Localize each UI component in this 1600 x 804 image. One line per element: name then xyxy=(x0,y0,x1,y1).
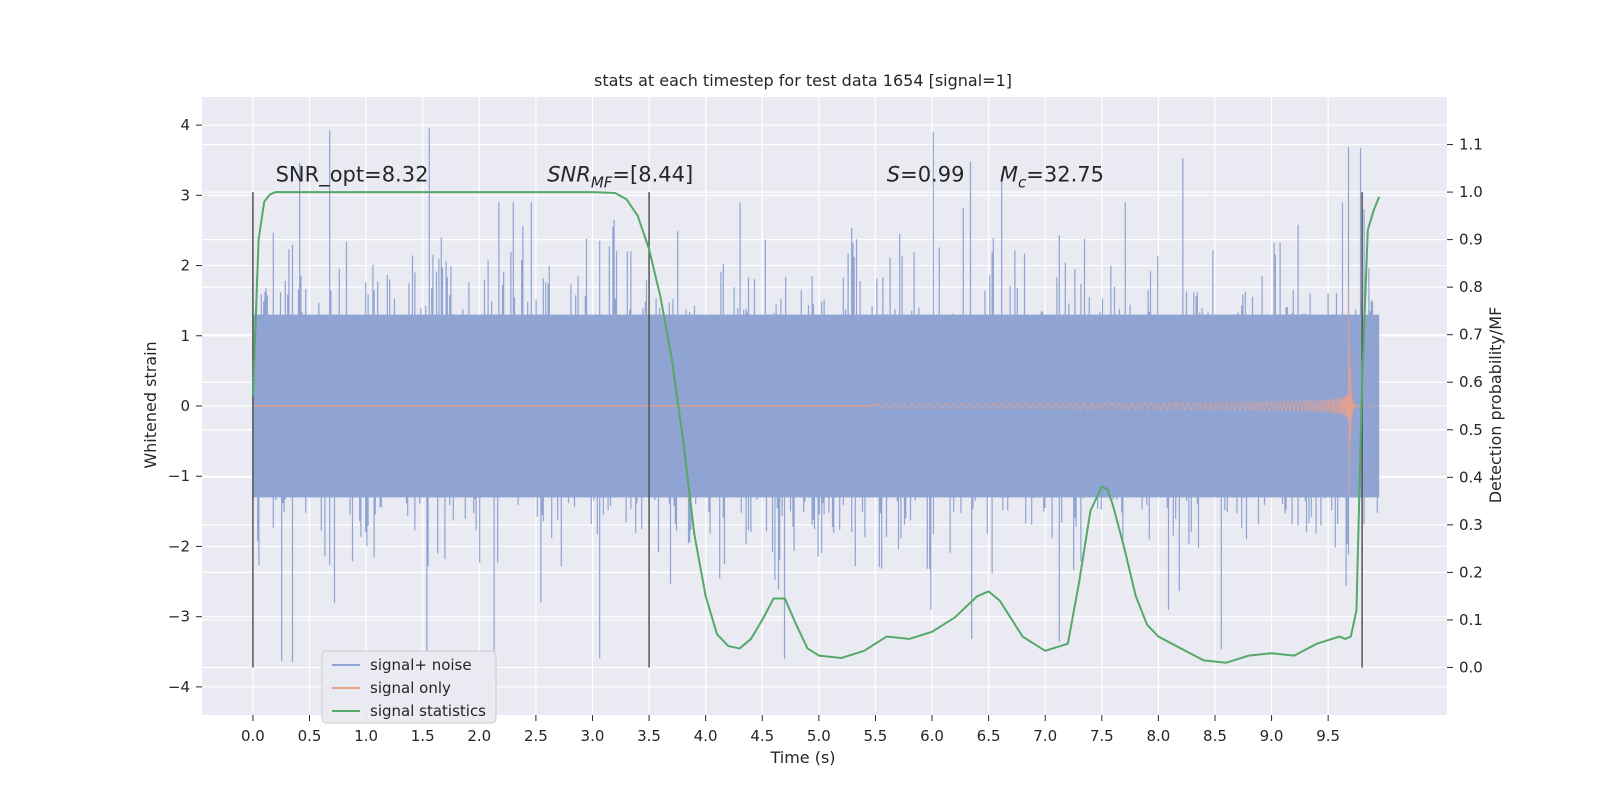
ticks: 0.0 0.5 1.0 1.5 2.0 2.5 3.0 3.5 4.0 4.5 5.0 5.5 6.0 6… xyxy=(168,116,1483,745)
y2-tick-label-2: 0.9 xyxy=(1459,231,1483,249)
annotations: SNR_opt=8.32 SNRMF=[8.44] S=0.99 Mc=32.75 xyxy=(276,162,1104,191)
x-tick-label-8: 4.0 xyxy=(694,727,718,745)
statistics-line xyxy=(251,191,1381,664)
y2-tick-label-11: 0.0 xyxy=(1459,658,1483,676)
annotation-0: SNR_opt=8.32 xyxy=(276,162,429,187)
legend-label-0: signal+ noise xyxy=(370,656,472,674)
x-tick-label-11: 5.5 xyxy=(864,727,888,745)
x-tick-label-5: 2.5 xyxy=(524,727,548,745)
y2-tick-label-5: 0.6 xyxy=(1459,373,1483,391)
y2-tick-label-0: 1.1 xyxy=(1459,136,1483,154)
y-tick-label-2: 2 xyxy=(180,257,190,275)
y2-tick-label-6: 0.5 xyxy=(1459,421,1483,439)
signal-series xyxy=(252,287,1379,495)
y2-tick-label-7: 0.4 xyxy=(1459,468,1483,486)
y-tick-label-0: 4 xyxy=(180,116,190,134)
signal-chirp xyxy=(875,287,1379,495)
y-tick-label-7: −3 xyxy=(168,608,190,626)
legend-label-1: signal only xyxy=(370,679,451,697)
x-tick-label-19: 9.5 xyxy=(1316,727,1340,745)
x-tick-label-16: 8.0 xyxy=(1146,727,1170,745)
statistics-series xyxy=(251,191,1381,664)
y-tick-label-3: 1 xyxy=(180,327,190,345)
x-tick-label-15: 7.5 xyxy=(1090,727,1114,745)
y2-tick-label-3: 0.8 xyxy=(1459,278,1483,296)
y-tick-label-8: −4 xyxy=(168,678,190,696)
x-tick-label-9: 4.5 xyxy=(750,727,774,745)
x-tick-label-12: 6.0 xyxy=(920,727,944,745)
y2-tick-label-9: 0.2 xyxy=(1459,563,1483,581)
x-tick-label-18: 9.0 xyxy=(1260,727,1284,745)
x-tick-label-14: 7.0 xyxy=(1033,727,1057,745)
x-tick-label-17: 8.5 xyxy=(1203,727,1227,745)
annotation-2: S=0.99 xyxy=(887,162,965,186)
x-tick-label-2: 1.0 xyxy=(354,727,378,745)
y-tick-label-5: −1 xyxy=(168,467,190,485)
x-tick-label-10: 5.0 xyxy=(807,727,831,745)
y-tick-label-6: −2 xyxy=(168,537,190,555)
x-tick-label-0: 0.0 xyxy=(241,727,265,745)
y2-tick-label-10: 0.1 xyxy=(1459,611,1483,629)
annotation-3: Mc=32.75 xyxy=(1000,162,1104,191)
x-tick-label-1: 0.5 xyxy=(298,727,322,745)
vlines xyxy=(252,192,1363,668)
chart-title: stats at each timestep for test data 165… xyxy=(594,71,1012,90)
x-tick-label-7: 3.5 xyxy=(637,727,661,745)
y-tick-label-1: 3 xyxy=(180,186,190,204)
legend-box xyxy=(321,650,497,724)
y-axis-label: Whitened strain xyxy=(141,341,160,468)
legend: signal+ noise signal only signal statistic… xyxy=(321,650,497,724)
x-tick-label-4: 2.0 xyxy=(467,727,491,745)
annotation-1: SNRMF=[8.44] xyxy=(547,162,693,191)
y-tick-label-4: 0 xyxy=(180,397,190,415)
x-tick-label-3: 1.5 xyxy=(411,727,435,745)
y2-tick-label-4: 0.7 xyxy=(1459,326,1483,344)
legend-label-2: signal statistics xyxy=(370,702,486,720)
x-tick-label-6: 3.0 xyxy=(581,727,605,745)
x-axis-label: Time (s) xyxy=(769,748,835,767)
y2-axis-label: Detection probability/MF xyxy=(1486,307,1505,504)
y2-tick-label-8: 0.3 xyxy=(1459,516,1483,534)
y2-tick-label-1: 1.0 xyxy=(1459,183,1483,201)
x-tick-label-13: 6.5 xyxy=(977,727,1001,745)
